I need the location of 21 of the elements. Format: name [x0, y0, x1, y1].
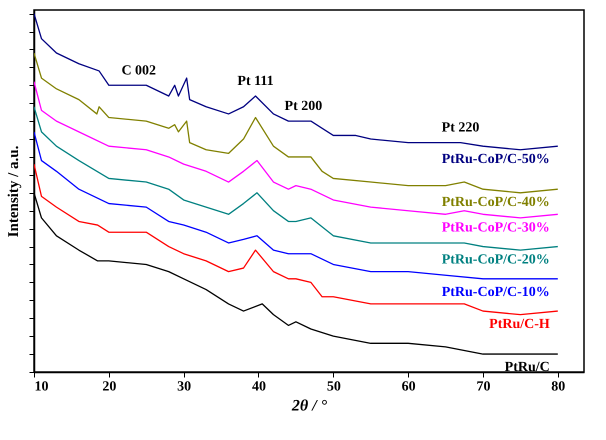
annotation: Pt 220: [442, 120, 480, 136]
x-axis-title: 2θ / °: [290, 398, 328, 414]
annotation: C 002: [121, 63, 156, 78]
x-tick-label: 30: [177, 380, 192, 394]
annotation: Pt 200: [284, 99, 322, 114]
series-label: PtRu-CoP/C-30%: [442, 220, 550, 236]
x-tick-label: 60: [402, 380, 416, 394]
series-label: PtRu-CoP/C-50%: [442, 152, 550, 168]
x-tick-label: 20: [102, 380, 116, 394]
x-tick-label: 40: [252, 380, 266, 394]
x-tick-label: 10: [34, 380, 48, 394]
series-label: PtRu-CoP/C-10%: [442, 284, 550, 300]
x-tick-label: 70: [476, 380, 490, 394]
series-label: PtRu-CoP/C-40%: [442, 195, 550, 210]
x-tick-label: 80: [551, 380, 566, 394]
series-label: PtRu/C-H: [489, 317, 550, 332]
series-label: PtRu-CoP/C-20%: [442, 252, 550, 268]
annotation: Pt 111: [237, 74, 274, 90]
y-axis-title: Intensity / a.u.: [6, 145, 22, 238]
series-label: PtRu/C: [504, 360, 550, 376]
x-tick-label: 50: [326, 380, 341, 394]
